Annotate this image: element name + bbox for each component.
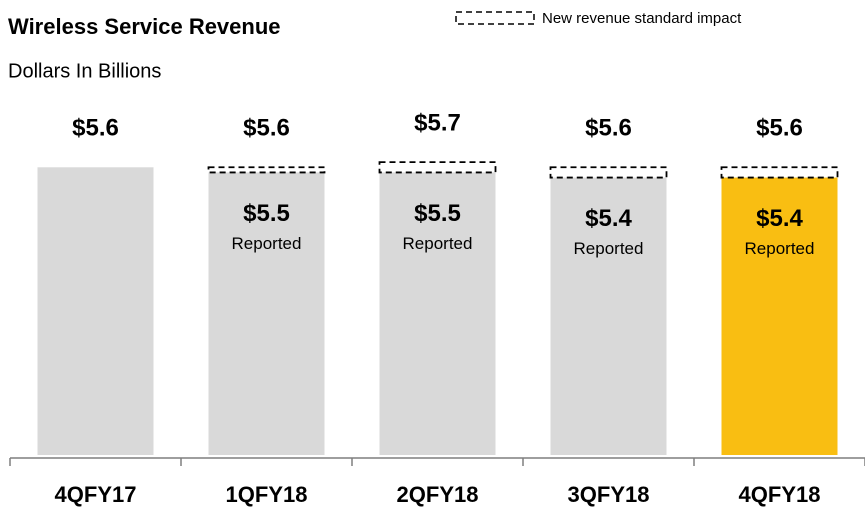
x-tick-label: 3QFY18	[568, 482, 650, 507]
x-tick-label: 4QFY17	[55, 482, 137, 507]
bar-impact	[720, 166, 839, 179]
bar-reported	[721, 177, 838, 455]
total-label: $5.6	[243, 115, 290, 142]
x-tick-label: 1QFY18	[226, 482, 308, 507]
bar-impact	[378, 161, 497, 174]
value-label: $5.4	[585, 205, 632, 232]
series-label: Reported	[403, 234, 473, 253]
bar-impact	[207, 166, 326, 174]
total-label: $5.6	[585, 115, 632, 142]
value-label: $5.4	[756, 205, 803, 232]
chart-title: Wireless Service Revenue	[8, 14, 281, 39]
total-label: $5.6	[72, 115, 119, 142]
chart-subtitle: Dollars In Billions	[8, 60, 161, 82]
bar-reported	[550, 177, 667, 455]
value-label: $5.5	[243, 200, 290, 227]
bar-reported	[379, 172, 496, 455]
series-label: Reported	[232, 234, 302, 253]
series-label: Reported	[574, 239, 644, 258]
bar-reported	[208, 172, 325, 455]
value-label: $5.5	[414, 200, 461, 227]
x-tick-label: 2QFY18	[397, 482, 479, 507]
bar-impact	[549, 166, 668, 179]
series-label: Reported	[745, 239, 815, 258]
x-tick-label: 4QFY18	[739, 482, 821, 507]
total-label: $5.7	[414, 109, 461, 136]
legend-swatch	[455, 11, 535, 25]
bar-reported	[37, 167, 154, 455]
legend-label: New revenue standard impact	[542, 10, 742, 27]
total-label: $5.6	[756, 115, 803, 142]
